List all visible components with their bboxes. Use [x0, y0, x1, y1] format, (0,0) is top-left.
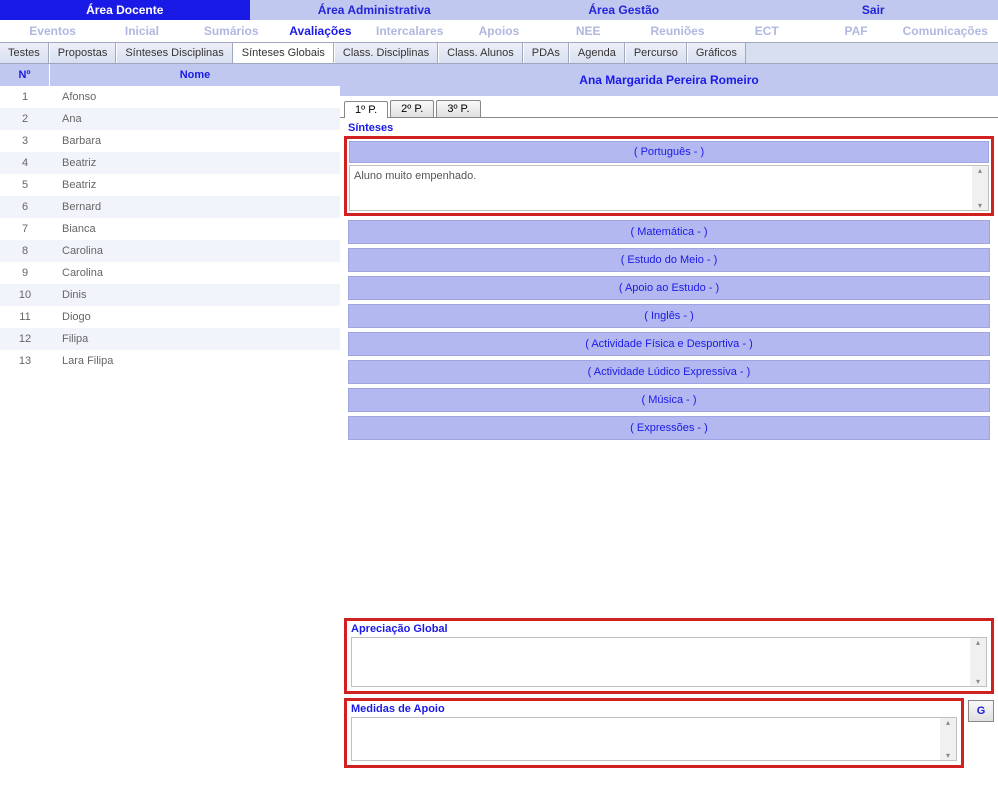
- student-num: 6: [0, 201, 50, 213]
- student-list: 1Afonso2Ana3Barbara4Beatriz5Beatriz6Bern…: [0, 86, 340, 372]
- g-button[interactable]: G: [968, 700, 994, 722]
- student-row[interactable]: 9Carolina: [0, 262, 340, 284]
- student-num: 7: [0, 223, 50, 235]
- apreciacao-textarea[interactable]: [352, 638, 970, 686]
- student-name: Lara Filipa: [50, 355, 113, 367]
- student-name: Dinis: [50, 289, 86, 301]
- period-tab-3[interactable]: 3º P.: [436, 100, 480, 117]
- subnav-apoios[interactable]: Apoios: [454, 24, 543, 38]
- student-num: 1: [0, 91, 50, 103]
- subject-portugues-header[interactable]: ( Português - ): [349, 141, 989, 163]
- subject-rows: ( Matemática - ) ( Estudo do Meio - ) ( Ap…: [348, 220, 990, 440]
- student-row[interactable]: 13Lara Filipa: [0, 350, 340, 372]
- subject-row[interactable]: ( Expressões - ): [348, 416, 990, 440]
- apreciacao-box: Apreciação Global ▴▾: [344, 618, 994, 694]
- student-num: 5: [0, 179, 50, 191]
- student-num: 13: [0, 355, 50, 367]
- toolbar-pdas[interactable]: PDAs: [523, 43, 569, 63]
- student-row[interactable]: 7Bianca: [0, 218, 340, 240]
- student-name: Carolina: [50, 267, 103, 279]
- toolbar-percurso[interactable]: Percurso: [625, 43, 687, 63]
- area-tab-docente[interactable]: Área Docente: [0, 0, 250, 20]
- student-num: 10: [0, 289, 50, 301]
- toolbar-agenda[interactable]: Agenda: [569, 43, 625, 63]
- toolbar-class-disc[interactable]: Class. Disciplinas: [334, 43, 438, 63]
- student-row[interactable]: 5Beatriz: [0, 174, 340, 196]
- student-row[interactable]: 10Dinis: [0, 284, 340, 306]
- scroll-indicator[interactable]: ▴▾: [972, 166, 988, 210]
- medidas-textarea[interactable]: [352, 718, 940, 760]
- col-header-num: Nº: [0, 64, 50, 86]
- area-tab-gestao[interactable]: Área Gestão: [499, 0, 749, 20]
- subnav-avaliacoes[interactable]: Avaliações: [276, 24, 365, 38]
- subject-row[interactable]: ( Apoio ao Estudo - ): [348, 276, 990, 300]
- toolbar-sinteses-disc[interactable]: Sínteses Disciplinas: [116, 43, 232, 63]
- sinteses-highlight: ( Português - ) ▴▾: [344, 136, 994, 216]
- scroll-indicator[interactable]: ▴▾: [970, 638, 986, 686]
- subnav-paf[interactable]: PAF: [811, 24, 900, 38]
- subnav-nee[interactable]: NEE: [544, 24, 633, 38]
- subnav-comunicacoes[interactable]: Comunicações: [901, 24, 990, 38]
- student-name: Diogo: [50, 311, 91, 323]
- student-num: 4: [0, 157, 50, 169]
- student-num: 2: [0, 113, 50, 125]
- selected-student-title: Ana Margarida Pereira Romeiro: [340, 64, 998, 96]
- student-name: Filipa: [50, 333, 88, 345]
- student-name: Bianca: [50, 223, 96, 235]
- toolbar-sinteses-globais[interactable]: Sínteses Globais: [233, 43, 334, 63]
- area-tab-sair[interactable]: Sair: [749, 0, 998, 20]
- col-header-name: Nome: [50, 64, 340, 86]
- subject-row[interactable]: ( Estudo do Meio - ): [348, 248, 990, 272]
- student-row[interactable]: 12Filipa: [0, 328, 340, 350]
- subnav-inicial[interactable]: Inicial: [97, 24, 186, 38]
- toolbar-propostas[interactable]: Propostas: [49, 43, 117, 63]
- student-num: 12: [0, 333, 50, 345]
- student-row[interactable]: 2Ana: [0, 108, 340, 130]
- student-name: Beatriz: [50, 157, 96, 169]
- subnav-eventos[interactable]: Eventos: [8, 24, 97, 38]
- student-row[interactable]: 6Bernard: [0, 196, 340, 218]
- period-tab-2[interactable]: 2º P.: [390, 100, 434, 117]
- toolbar-graficos[interactable]: Gráficos: [687, 43, 746, 63]
- subject-row[interactable]: ( Matemática - ): [348, 220, 990, 244]
- student-name: Carolina: [50, 245, 103, 257]
- medidas-label: Medidas de Apoio: [347, 701, 961, 717]
- subject-portugues-textarea[interactable]: [350, 166, 972, 210]
- student-name: Beatriz: [50, 179, 96, 191]
- subnav-reunioes[interactable]: Reuniões: [633, 24, 722, 38]
- subject-row[interactable]: ( Música - ): [348, 388, 990, 412]
- period-tab-1[interactable]: 1º P.: [344, 101, 388, 118]
- student-num: 8: [0, 245, 50, 257]
- student-row[interactable]: 11Diogo: [0, 306, 340, 328]
- student-name: Bernard: [50, 201, 101, 213]
- student-name: Ana: [50, 113, 82, 125]
- student-num: 3: [0, 135, 50, 147]
- area-tab-administrativa[interactable]: Área Administrativa: [250, 0, 500, 20]
- subject-row[interactable]: ( Actividade Lúdico Expressiva - ): [348, 360, 990, 384]
- student-row[interactable]: 1Afonso: [0, 86, 340, 108]
- subnav-ect[interactable]: ECT: [722, 24, 811, 38]
- subject-row[interactable]: ( Actividade Física e Desportiva - ): [348, 332, 990, 356]
- student-row[interactable]: 4Beatriz: [0, 152, 340, 174]
- student-row[interactable]: 8Carolina: [0, 240, 340, 262]
- sinteses-title: Sínteses: [344, 120, 994, 136]
- subnav-intercalares[interactable]: Intercalares: [365, 24, 454, 38]
- toolbar-class-alunos[interactable]: Class. Alunos: [438, 43, 523, 63]
- medidas-box: Medidas de Apoio ▴▾: [344, 698, 964, 768]
- student-num: 9: [0, 267, 50, 279]
- subnav-sumarios[interactable]: Sumários: [187, 24, 276, 38]
- student-row[interactable]: 3Barbara: [0, 130, 340, 152]
- student-name: Barbara: [50, 135, 101, 147]
- scroll-indicator[interactable]: ▴▾: [940, 718, 956, 760]
- toolbar-testes[interactable]: Testes: [0, 43, 49, 63]
- apreciacao-label: Apreciação Global: [347, 621, 991, 637]
- subject-row[interactable]: ( Inglês - ): [348, 304, 990, 328]
- student-num: 11: [0, 311, 50, 323]
- student-name: Afonso: [50, 91, 96, 103]
